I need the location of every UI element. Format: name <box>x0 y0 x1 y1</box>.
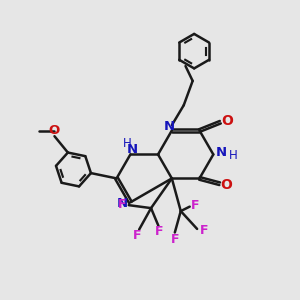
Text: F: F <box>118 198 127 211</box>
Text: F: F <box>155 225 163 239</box>
Text: O: O <box>49 124 60 137</box>
Text: F: F <box>191 199 200 212</box>
Text: F: F <box>200 224 208 237</box>
Text: O: O <box>221 114 233 128</box>
Text: N: N <box>216 146 227 159</box>
Text: N: N <box>126 142 137 156</box>
Text: N: N <box>116 197 128 210</box>
Text: H: H <box>123 137 132 150</box>
Text: F: F <box>133 229 141 242</box>
Text: O: O <box>220 178 232 192</box>
Text: F: F <box>171 232 179 245</box>
Text: N: N <box>164 120 175 133</box>
Text: H: H <box>229 149 238 162</box>
